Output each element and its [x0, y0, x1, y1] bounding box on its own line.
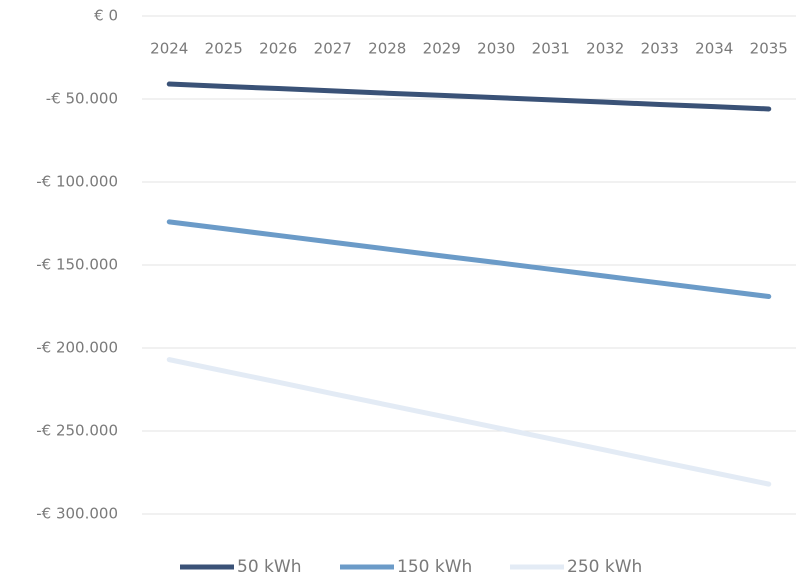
x-tick-label: 2029 [423, 40, 461, 58]
x-tick-label: 2033 [641, 40, 679, 58]
x-tick-label: 2032 [586, 40, 624, 58]
legend-label: 50 kWh [237, 557, 301, 577]
y-tick-label: -€ 100.000 [36, 173, 118, 191]
x-tick-label: 2026 [259, 40, 297, 58]
legend-label: 250 kWh [567, 557, 642, 577]
x-tick-label: 2024 [150, 40, 188, 58]
line-series [166, 219, 772, 300]
x-tick-label: 2030 [477, 40, 515, 58]
x-tick-label: 2028 [368, 40, 406, 58]
y-tick-label: -€ 300.000 [36, 505, 118, 523]
x-tick-label: 2027 [314, 40, 352, 58]
y-tick-label: -€ 200.000 [36, 339, 118, 357]
line-series [166, 81, 772, 112]
y-tick-label: -€ 50.000 [46, 90, 118, 108]
line-series [166, 357, 772, 487]
x-tick-label: 2031 [532, 40, 570, 58]
legend-label: 150 kWh [397, 557, 472, 577]
y-tick-label: -€ 150.000 [36, 256, 118, 274]
x-tick-label: 2035 [750, 40, 788, 58]
x-tick-label: 2025 [205, 40, 243, 58]
y-tick-label: € 0 [94, 7, 118, 25]
y-tick-label: -€ 250.000 [36, 422, 118, 440]
x-tick-label: 2034 [695, 40, 733, 58]
